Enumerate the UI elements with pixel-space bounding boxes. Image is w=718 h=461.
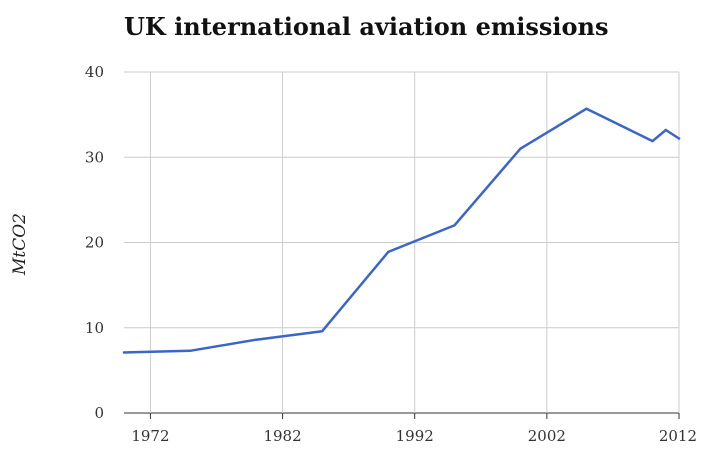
y-tick-label-30: 30 <box>85 148 104 166</box>
data-point <box>254 338 258 341</box>
data-point <box>122 351 126 354</box>
y-tick-labels: 0 10 20 30 40 <box>85 63 104 422</box>
data-point <box>387 250 390 254</box>
x-tick-label-2002: 2002 <box>528 427 566 445</box>
x-tick-label-2012: 2012 <box>659 427 697 445</box>
y-tick-label-40: 40 <box>85 63 104 81</box>
x-tick-label-1972: 1972 <box>131 427 169 445</box>
chart-title: UK international aviation emissions <box>124 12 609 41</box>
data-point <box>664 128 667 132</box>
data-point <box>321 329 324 333</box>
data-point <box>188 349 192 352</box>
series-lines <box>122 107 681 354</box>
data-point <box>585 107 588 110</box>
data-point <box>677 137 681 140</box>
y-tick-label-0: 0 <box>94 404 104 422</box>
x-tick-labels: 1972 1982 1992 2002 2012 <box>131 427 697 445</box>
y-tick-label-20: 20 <box>85 234 104 252</box>
data-point <box>453 224 456 227</box>
series-line-0 <box>122 107 681 354</box>
x-tick-label-1982: 1982 <box>263 427 301 445</box>
data-point <box>651 139 654 143</box>
x-tick-label-1992: 1992 <box>396 427 434 445</box>
data-point <box>519 147 522 150</box>
y-tick-label-10: 10 <box>85 319 104 337</box>
